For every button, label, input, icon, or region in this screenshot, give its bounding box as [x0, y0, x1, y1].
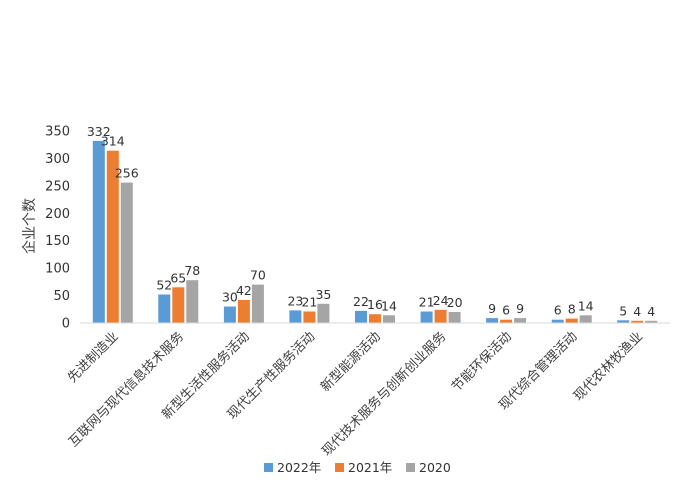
data-label: 70: [250, 268, 266, 283]
y-tick-label: 150: [45, 234, 70, 249]
bar: [645, 320, 658, 323]
data-label: 4: [633, 304, 641, 319]
y-tick-label: 300: [45, 152, 70, 167]
bar: [579, 315, 592, 323]
bar: [158, 294, 171, 323]
data-label: 8: [568, 302, 576, 317]
bar: [551, 319, 564, 323]
y-axis-label-group: 企业个数: [21, 198, 38, 254]
bar: [251, 284, 264, 323]
data-label: 20: [447, 295, 463, 310]
bar: [237, 300, 250, 323]
bar: [92, 140, 105, 323]
data-label: 9: [516, 301, 524, 316]
data-label: 14: [578, 298, 594, 313]
y-axis-ticks: 0 50 100 150 200 250 300 350: [45, 125, 70, 332]
bar: [617, 320, 630, 323]
y-tick-label: 200: [45, 207, 70, 222]
legend: 2022年 2021年 2020: [264, 460, 451, 475]
legend-label: 2021年: [348, 460, 392, 475]
x-category-label: 新型能源活动: [317, 329, 383, 395]
y-axis-label: 企业个数: [21, 198, 38, 254]
data-label: 5: [619, 303, 627, 318]
bar: [631, 320, 644, 323]
bar: [120, 182, 133, 323]
bars: [92, 140, 658, 323]
bar: [383, 315, 395, 323]
data-label: 6: [502, 303, 510, 318]
data-label: 22: [353, 294, 369, 309]
bar: [369, 314, 381, 323]
x-category-label: 现代技术服务与创新创业服务: [319, 329, 450, 460]
data-label: 30: [222, 290, 238, 305]
data-label: 21: [419, 295, 435, 310]
bar: [172, 287, 185, 323]
bar: [303, 311, 316, 323]
legend-swatch: [406, 463, 415, 472]
bar: [486, 318, 499, 323]
y-tick-label: 50: [53, 289, 70, 304]
bar: [186, 280, 199, 323]
bar: [106, 150, 119, 323]
x-category-label: 先进制造业: [65, 329, 122, 386]
data-label: 21: [301, 295, 317, 310]
data-label: 65: [170, 270, 186, 285]
data-label: 9: [488, 301, 496, 316]
data-label: 332: [87, 124, 111, 139]
y-tick-label: 100: [45, 262, 70, 277]
bar: [434, 309, 447, 323]
bar: [355, 310, 367, 323]
data-label: 314: [101, 134, 125, 149]
legend-swatch: [335, 463, 344, 472]
bar: [565, 318, 578, 323]
data-label: 78: [184, 263, 200, 278]
data-label: 52: [156, 278, 172, 293]
data-label: 14: [381, 298, 397, 313]
data-label: 16: [367, 297, 383, 312]
data-label: 23: [287, 293, 303, 308]
data-label: 6: [554, 303, 562, 318]
y-tick-label: 350: [45, 125, 70, 140]
data-label: 35: [315, 287, 331, 302]
data-label: 24: [433, 293, 449, 308]
data-label: 256: [115, 166, 139, 181]
bar: [289, 310, 302, 323]
x-category-label: 节能环保活动: [449, 329, 515, 395]
legend-label: 2022年: [277, 460, 321, 475]
y-tick-label: 250: [45, 179, 70, 194]
legend-label: 2020: [419, 460, 451, 475]
y-tick-label: 0: [62, 317, 70, 332]
data-label: 4: [647, 304, 655, 319]
bar: [223, 306, 236, 323]
bar: [317, 303, 330, 323]
bar: [420, 311, 433, 323]
x-category-label: 现代农林牧渔业: [571, 329, 646, 404]
legend-swatch: [264, 463, 273, 472]
bar: [448, 312, 461, 323]
data-label: 42: [236, 283, 252, 298]
bar: [500, 319, 513, 323]
bar: [514, 318, 527, 323]
x-category-label: 互联网与现代信息技术服务: [65, 329, 187, 451]
